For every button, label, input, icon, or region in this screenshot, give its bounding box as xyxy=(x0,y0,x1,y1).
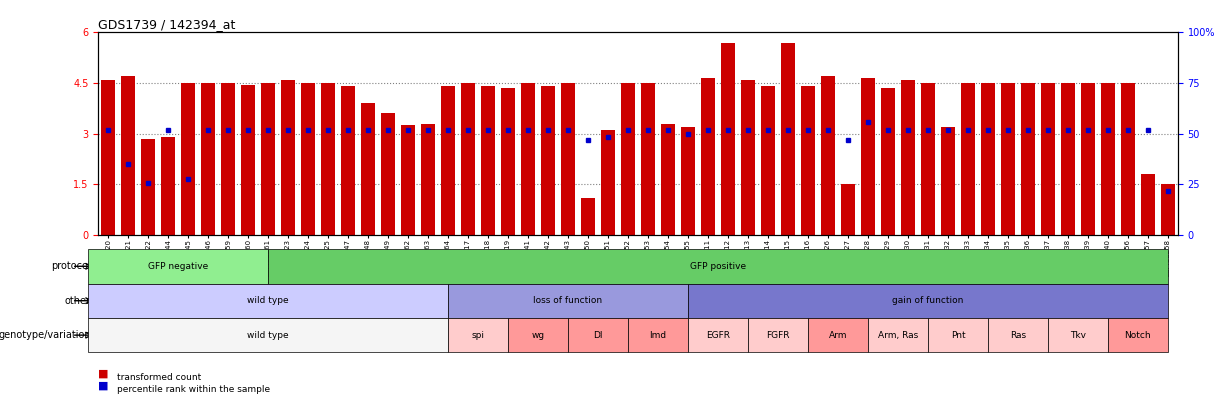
Bar xyxy=(561,83,575,235)
Text: GFP positive: GFP positive xyxy=(690,262,746,271)
Text: Dl: Dl xyxy=(594,330,602,340)
Bar xyxy=(601,130,615,235)
Bar xyxy=(382,113,395,235)
Text: Tkv: Tkv xyxy=(1070,330,1086,340)
Bar xyxy=(1061,83,1075,235)
Bar xyxy=(941,127,955,235)
Text: GDS1739 / 142394_at: GDS1739 / 142394_at xyxy=(98,18,236,31)
Bar xyxy=(1121,83,1135,235)
Bar xyxy=(481,86,494,235)
Text: transformed count: transformed count xyxy=(117,373,201,382)
Bar xyxy=(221,83,236,235)
Text: loss of function: loss of function xyxy=(534,296,602,305)
Bar xyxy=(541,86,555,235)
Bar xyxy=(961,83,975,235)
Bar xyxy=(1101,83,1115,235)
Text: wg: wg xyxy=(531,330,545,340)
Bar xyxy=(242,85,255,235)
Bar xyxy=(421,124,436,235)
Bar xyxy=(921,83,935,235)
Bar xyxy=(261,83,275,235)
Bar xyxy=(582,198,595,235)
Bar xyxy=(501,88,515,235)
Bar xyxy=(440,86,455,235)
Bar xyxy=(1021,83,1034,235)
Text: ■: ■ xyxy=(98,369,109,379)
Bar xyxy=(782,43,795,235)
Bar xyxy=(341,86,355,235)
Text: FGFR: FGFR xyxy=(766,330,790,340)
Bar xyxy=(901,80,915,235)
Bar xyxy=(1141,174,1155,235)
Text: Arm, Ras: Arm, Ras xyxy=(877,330,918,340)
Bar xyxy=(840,184,855,235)
Text: wild type: wild type xyxy=(248,330,288,340)
Bar xyxy=(1161,184,1175,235)
Text: genotype/variation: genotype/variation xyxy=(0,330,91,340)
Bar xyxy=(1081,83,1094,235)
Bar xyxy=(640,83,655,235)
Bar xyxy=(861,78,875,235)
Bar xyxy=(321,83,335,235)
Bar xyxy=(361,103,375,235)
Bar xyxy=(721,43,735,235)
Bar xyxy=(621,83,636,235)
Text: Notch: Notch xyxy=(1125,330,1151,340)
Bar xyxy=(701,78,715,235)
Bar xyxy=(182,83,195,235)
Bar xyxy=(681,127,694,235)
Bar xyxy=(741,80,755,235)
Bar xyxy=(881,88,894,235)
Bar xyxy=(521,83,535,235)
Text: protocol: protocol xyxy=(52,261,91,271)
Bar xyxy=(1001,83,1015,235)
Bar xyxy=(281,80,296,235)
Bar xyxy=(461,83,475,235)
Text: EGFR: EGFR xyxy=(706,330,730,340)
Bar xyxy=(201,83,215,235)
Text: ■: ■ xyxy=(98,381,109,391)
Text: GFP negative: GFP negative xyxy=(148,262,209,271)
Text: Pnt: Pnt xyxy=(951,330,966,340)
Bar xyxy=(661,124,675,235)
Bar xyxy=(980,83,995,235)
Text: other: other xyxy=(65,296,91,306)
Bar xyxy=(161,137,175,235)
Bar xyxy=(801,86,815,235)
Bar xyxy=(101,80,115,235)
Bar xyxy=(401,125,415,235)
Text: spi: spi xyxy=(471,330,485,340)
Text: Arm: Arm xyxy=(828,330,848,340)
Text: Ras: Ras xyxy=(1010,330,1026,340)
Bar xyxy=(301,83,315,235)
Bar xyxy=(1040,83,1055,235)
Bar xyxy=(141,139,155,235)
Bar xyxy=(761,86,775,235)
Text: percentile rank within the sample: percentile rank within the sample xyxy=(117,385,270,394)
Text: lmd: lmd xyxy=(649,330,666,340)
Bar xyxy=(821,76,836,235)
Text: wild type: wild type xyxy=(248,296,288,305)
Bar xyxy=(121,76,135,235)
Text: gain of function: gain of function xyxy=(892,296,963,305)
